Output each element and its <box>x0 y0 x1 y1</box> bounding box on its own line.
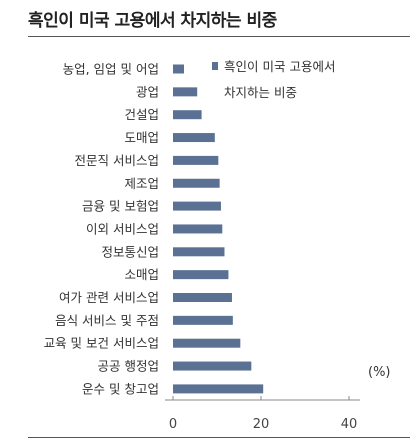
bar <box>173 110 202 120</box>
category-label: 운수 및 창고업 <box>82 381 159 396</box>
category-label: 이외 서비스업 <box>86 221 159 236</box>
bar <box>173 270 229 280</box>
bar <box>173 87 198 97</box>
legend-label-line-1: 흑인이 미국 고용에서 <box>224 59 335 74</box>
category-label: 전문직 서비스업 <box>75 153 159 168</box>
bar <box>173 247 225 257</box>
x-axis: 0 20 40 <box>165 396 360 432</box>
x-tick-label: 20 <box>253 417 270 432</box>
legend-swatch <box>212 62 218 70</box>
x-tick-label: 40 <box>341 417 358 432</box>
bar <box>173 384 264 394</box>
bar <box>173 293 232 302</box>
unit-label: (%) <box>368 365 391 380</box>
bar <box>173 64 184 74</box>
bottom-divider <box>28 437 410 438</box>
bar <box>173 178 220 188</box>
category-label: 제조업 <box>124 176 159 191</box>
top-divider <box>28 36 410 37</box>
bar <box>173 133 215 143</box>
category-label: 건설업 <box>124 107 159 122</box>
bar <box>173 315 233 325</box>
bar <box>173 201 221 211</box>
category-label: 금융 및 보험업 <box>82 199 159 214</box>
bar <box>173 224 223 234</box>
category-label: 여가 관련 서비스업 <box>59 290 159 305</box>
legend: 흑인이 미국 고용에서 차지하는 비중 <box>212 59 335 100</box>
bar <box>173 361 252 371</box>
category-label: 도매업 <box>124 130 159 145</box>
legend-label-line-2: 차지하는 비중 <box>224 85 297 100</box>
category-label: 음식 서비스 및 주점 <box>55 313 159 328</box>
category-label: 교육 및 보건 서비스업 <box>44 336 159 351</box>
bars-layer <box>173 64 264 394</box>
chart-title: 흑인이 미국 고용에서 차지하는 비중 <box>28 11 277 31</box>
category-label: 소매업 <box>124 267 159 282</box>
bar <box>173 338 241 348</box>
category-label: 정보통신업 <box>101 244 159 259</box>
category-label: 광업 <box>136 84 159 99</box>
bar <box>173 155 219 165</box>
x-tick-label: 0 <box>169 417 177 432</box>
category-label: 공공 행정업 <box>98 359 159 374</box>
category-label: 농업, 임업 및 어업 <box>63 62 159 77</box>
